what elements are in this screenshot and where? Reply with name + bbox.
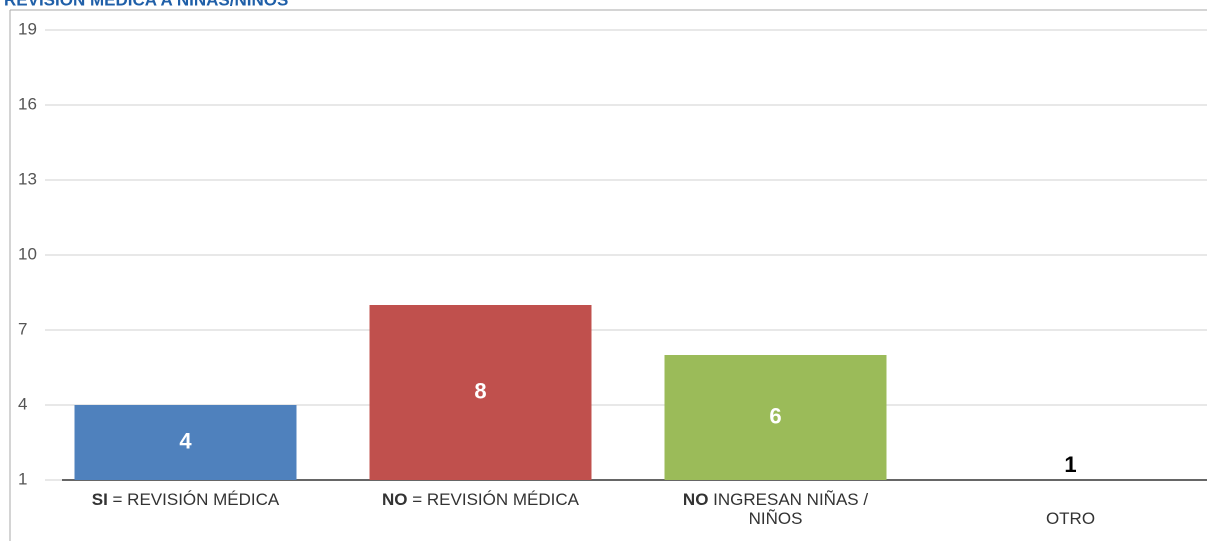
y-tick-label: 10 xyxy=(18,244,37,263)
x-tick-label-text: = REVISIÓN MÉDICA xyxy=(112,490,280,509)
bar xyxy=(664,355,887,480)
x-tick-label-bold: SI xyxy=(91,490,108,509)
bar xyxy=(369,305,592,480)
y-tick-label: 4 xyxy=(18,394,27,413)
data-label: 1 xyxy=(1064,452,1076,477)
data-label: 6 xyxy=(769,403,781,428)
x-tick-label-text: OTRO xyxy=(1045,509,1096,528)
data-label: 8 xyxy=(474,378,486,403)
data-label: 4 xyxy=(179,428,192,453)
x-tick-label: SI = REVISIÓN MÉDICA xyxy=(86,490,286,509)
y-tick-label: 13 xyxy=(18,169,37,188)
x-tick-label-text: = REVISIÓN MÉDICA xyxy=(412,490,579,509)
y-tick-label: 16 xyxy=(18,94,37,113)
chart-title: REVISIÓN MÉDICA A NIÑAS/NIÑOS xyxy=(4,0,288,9)
x-tick-label-bold: NO xyxy=(682,490,709,509)
y-tick-label: 19 xyxy=(18,19,37,38)
x-tick-label-bold: NO xyxy=(382,490,408,509)
y-tick-label: 1 xyxy=(18,469,27,488)
x-tick-label: NO = REVISIÓN MÉDICA xyxy=(381,490,581,509)
x-tick-label: OTRO xyxy=(971,509,1171,528)
bar xyxy=(74,405,297,480)
y-tick-label: 7 xyxy=(18,319,27,338)
x-tick-label: NO INGRESAN NIÑAS / NIÑOS xyxy=(676,490,876,528)
x-tick-label-text: INGRESAN NIÑAS / NIÑOS xyxy=(713,490,869,528)
